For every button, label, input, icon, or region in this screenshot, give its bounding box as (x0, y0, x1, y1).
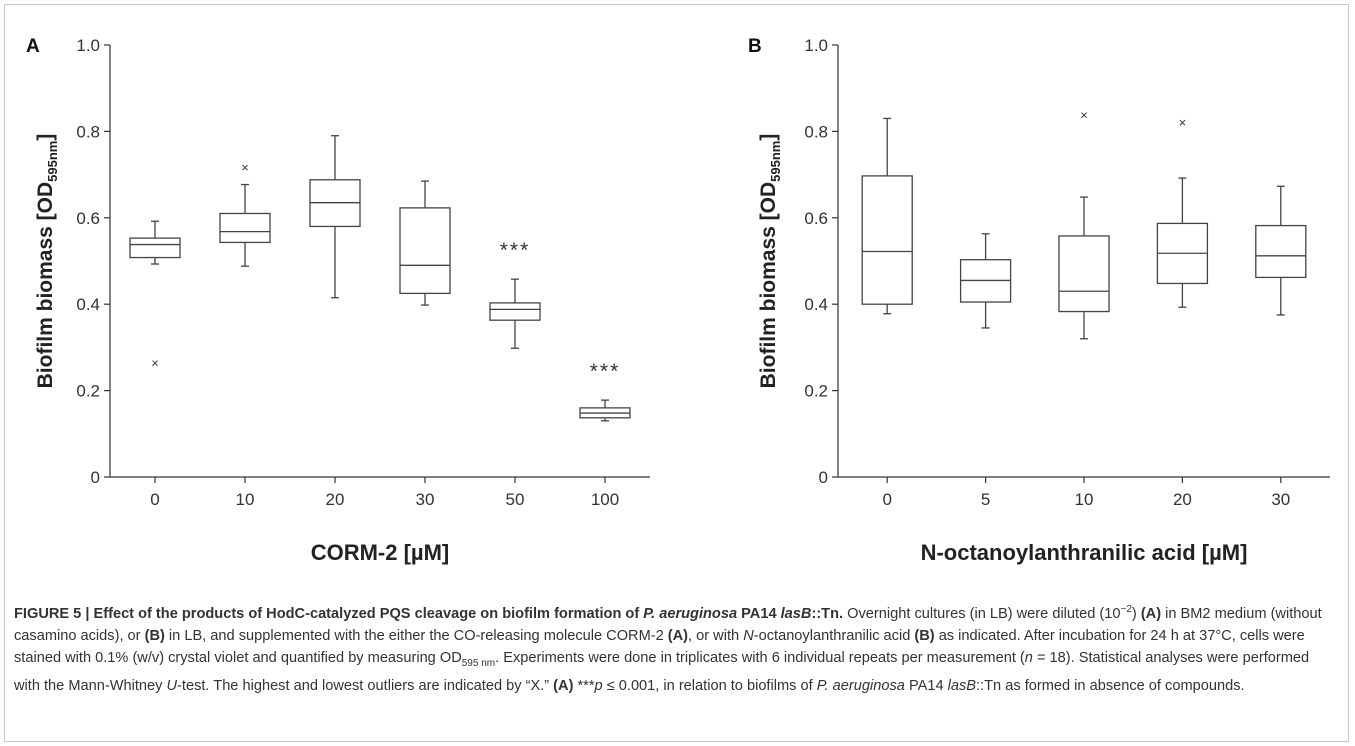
x-tick-label: 20 (1173, 490, 1192, 509)
boxplot-10: × (1058, 107, 1110, 340)
boxplot-100 (579, 399, 631, 422)
y-tick-label: 0.6 (76, 209, 100, 228)
boxplot-5 (959, 233, 1012, 329)
y-axis-label: Biofilm biomass [OD595nm] (757, 134, 783, 389)
box-iqr (1255, 224, 1307, 279)
boxplot-10: × (219, 160, 271, 267)
boxplot-20: × (1156, 115, 1209, 308)
x-tick-label: 10 (1075, 490, 1094, 509)
box-iqr (861, 175, 913, 305)
significance-marker: *** (590, 360, 621, 383)
y-tick-label: 0 (91, 468, 100, 487)
x-axis-label: CORM-2 [µM] (311, 540, 450, 565)
y-tick-label: 0.2 (804, 382, 828, 401)
box-iqr (1058, 235, 1110, 313)
y-tick-label: 0.4 (76, 295, 100, 314)
y-tick-label: 0.8 (804, 122, 828, 141)
box-iqr (399, 207, 451, 295)
outlier-marker: × (1179, 115, 1187, 130)
y-tick-label: 0 (819, 468, 828, 487)
x-tick-label: 0 (882, 490, 891, 509)
chart-panel-a: A 0 0.2 0.4 0.6 0.8 1.0 0 10 20 30 50 100 Biofilm bio… (26, 36, 650, 565)
chart-panel-b: B 0 0.2 0.4 0.6 0.8 1.0 0 5 10 20 30 Biofilm biomass… (748, 36, 1330, 565)
box-iqr (129, 237, 181, 259)
boxplot-30 (1255, 185, 1307, 316)
boxplot-0: × (129, 220, 181, 370)
x-tick-label: 30 (416, 490, 435, 509)
y-tick-label: 1.0 (804, 36, 828, 55)
outlier-marker: × (151, 355, 159, 370)
axis-lines (109, 45, 650, 478)
x-tick-label: 100 (591, 490, 619, 509)
boxplot-0 (861, 117, 913, 315)
y-tick-label: 0.4 (804, 295, 828, 314)
caption-title: FIGURE 5 | Effect of the products of Hod… (14, 605, 844, 622)
x-tick-label: 5 (981, 490, 990, 509)
x-axis-label: N-octanoylanthranilic acid [µM] (921, 540, 1248, 565)
x-tick-label: 20 (326, 490, 345, 509)
x-tick-label: 50 (506, 490, 525, 509)
boxplot-30 (399, 180, 451, 306)
boxplot-50 (489, 278, 541, 349)
figure-frame (4, 4, 1349, 742)
significance-marker: *** (500, 239, 531, 262)
x-tick-label: 10 (236, 490, 255, 509)
outlier-marker: × (1080, 107, 1088, 122)
figure-caption: FIGURE 5 | Effect of the products of Hod… (14, 604, 1322, 694)
y-tick-label: 0.8 (76, 122, 100, 141)
y-tick-label: 0.6 (804, 209, 828, 228)
y-tick-label: 1.0 (76, 36, 100, 55)
y-tick-label: 0.2 (76, 382, 100, 401)
panel-letter: B (748, 36, 762, 57)
boxplot-20 (309, 135, 361, 299)
outlier-marker: × (241, 160, 249, 175)
x-tick-label: 30 (1271, 490, 1290, 509)
box-iqr (219, 212, 271, 244)
box-iqr (489, 302, 541, 321)
x-tick-label: 0 (150, 490, 159, 509)
panel-letter: A (26, 36, 40, 57)
y-axis-label: Biofilm biomass [OD595nm] (34, 134, 60, 389)
